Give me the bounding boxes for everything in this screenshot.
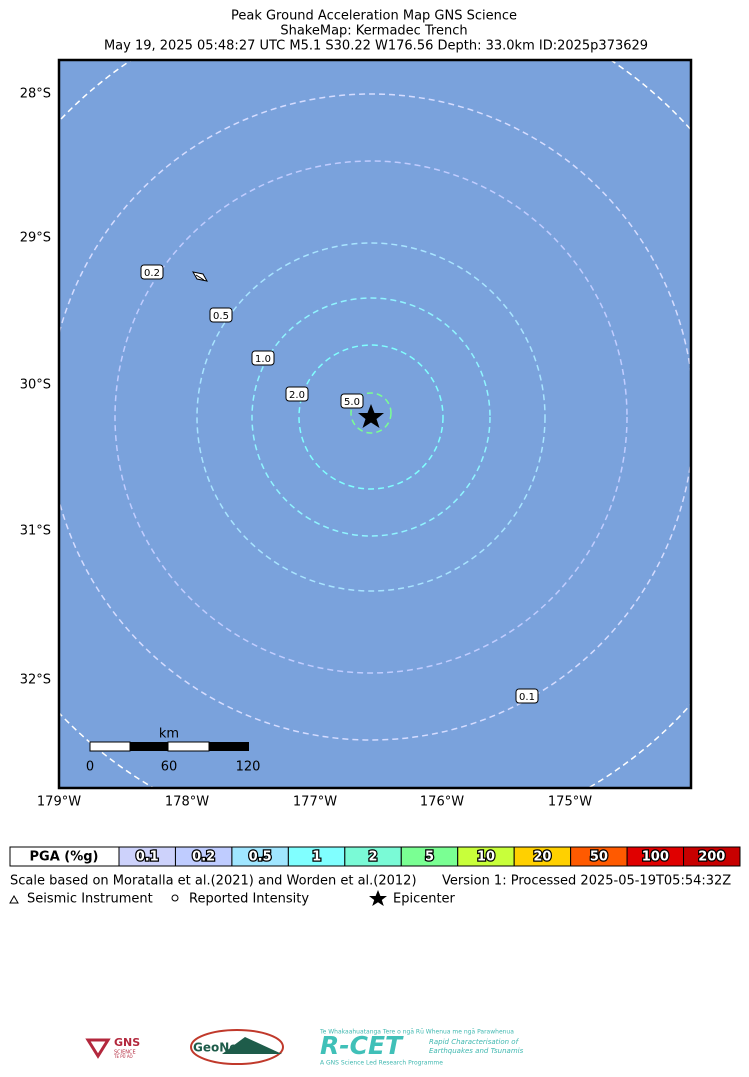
contour [251,297,491,537]
contours [59,60,691,788]
contour-label-box [515,688,539,704]
logo-text: A GNS Science Led Research Programme [320,1060,443,1067]
legend-level: 10 [477,850,495,865]
legend-level: 200 [698,850,725,865]
version: Version 1: Processed 2025-05-19T05:54:32… [442,874,731,889]
logo-text: GNS [114,1036,140,1049]
logo-text: TE PŪ AO [113,1054,133,1059]
legend-header: PGA (%g) [30,850,99,865]
scale-unit: km [159,727,179,742]
scale-bar: km [89,727,249,752]
legend-level: 5 [425,850,434,865]
event-line: May 19, 2025 05:48:27 UTC M5.1 S30.22 W1… [104,39,648,54]
logo-text: Te Whakaahuatanga Tere o ngā Rū Whenua m… [319,1029,514,1036]
contour-label-box [251,350,275,366]
contour-label: 2.0 [289,390,305,401]
scale-note: Scale based on Moratalla et al.(2021) an… [10,874,417,889]
scale-tick: 60 [161,760,178,775]
map-frame [57,58,693,790]
logo-text: SCIENCE [114,1050,136,1056]
contour-label: 1.0 [255,354,271,365]
legend-cell [683,846,741,867]
subtitle: ShakeMap: Kermadec Trench [280,24,467,39]
legend-level: 0.2 [192,850,215,865]
intensity-icon [171,894,179,902]
legend-level: 100 [642,850,669,865]
symbol-label: Epicenter [393,892,456,907]
lon-label: 177°W [293,795,337,810]
legend-level: 0.1 [136,850,159,865]
contour-label: 0.1 [519,692,535,703]
epicenter-icon [369,890,387,906]
logo-text: GeoNet [193,1041,243,1055]
contour-label-box [285,386,309,402]
legend-level: 50 [590,850,608,865]
contour [196,242,546,592]
island [192,271,208,282]
legend-level: 20 [533,850,551,865]
logos: GNS SCIENCE TE PŪ AO GeoNet Te Whakaahua… [85,1029,524,1067]
contour-label: 0.5 [213,311,229,322]
symbol-label: Reported Intensity [189,892,309,907]
lat-label: 29°S [20,231,51,246]
symbol-label: Seismic Instrument [27,892,153,907]
logo-text: Earthquakes and Tsunamis [429,1047,524,1055]
scale-tick: 0 [86,760,94,775]
legend-level: 0.5 [249,850,272,865]
scale-tick: 120 [236,760,261,775]
lon-label: 175°W [548,795,592,810]
lat-label: 32°S [20,673,51,688]
lon-label: 178°W [165,795,209,810]
legend: PGA (%g) 0.1 0.2 0.5 1 2 5 10 20 50 100 200 [9,846,741,867]
instrument-icon [9,894,19,904]
geonet-mark [190,1029,284,1065]
contour-label-box [140,264,164,280]
lat-label: 30°S [20,378,51,393]
logo-text: R-CET [320,1031,404,1060]
contour [114,160,628,674]
legend-level: 2 [369,850,378,865]
contour [298,344,444,490]
epicenter [358,404,384,428]
lat-label: 28°S [20,87,51,102]
title: Peak Ground Acceleration Map GNS Science [231,9,517,24]
gns-mark [85,1038,111,1059]
lon-label: 179°W [37,795,81,810]
contour-label: 0.2 [144,268,160,279]
contour [350,392,392,434]
contour-label-box [340,393,364,409]
contour-label: 5.0 [344,397,360,408]
logo-text: Rapid Characterisation of [429,1038,520,1046]
contour-label-box [209,307,233,323]
lon-label: 176°W [420,795,464,810]
lat-label: 31°S [20,524,51,539]
contour [59,93,691,741]
legend-level: 1 [312,850,321,865]
geonet-mark [222,1037,282,1054]
